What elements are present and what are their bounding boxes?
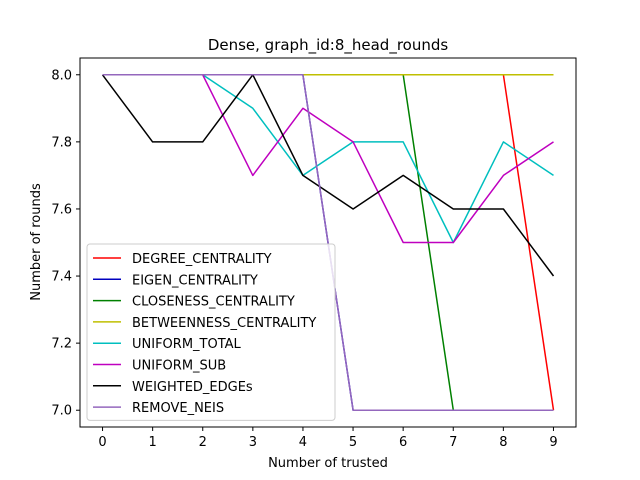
chart-title: Dense, graph_id:8_head_rounds: [208, 36, 449, 55]
x-tick-label: 3: [249, 435, 257, 450]
series-line-7: [102, 74, 554, 411]
plot-frame: [79, 57, 577, 428]
legend-label: WEIGHTED_EDGEs: [132, 380, 253, 395]
x-axis-label: Number of trusted: [268, 456, 388, 471]
x-tick-label: 7: [449, 435, 457, 450]
legend-label: CLOSENESS_CENTRALITY: [132, 295, 295, 310]
legend-label: BETWEENNESS_CENTRALITY: [132, 316, 316, 331]
x-tick-label: 5: [349, 435, 357, 450]
legend-box: [86, 243, 336, 421]
legend-label: DEGREE_CENTRALITY: [132, 252, 272, 267]
x-axis-ticks: 0 1 2 3 4 5 6 7 8 9: [98, 427, 558, 450]
legend: DEGREE_CENTRALITY EIGEN_CENTRALITY CLOSENE…: [86, 243, 336, 421]
y-tick-label: 8.0: [51, 68, 72, 83]
x-tick-label: 6: [399, 435, 407, 450]
y-tick-label: 7.8: [51, 135, 72, 150]
y-tick-label: 7.0: [51, 404, 72, 419]
y-axis-label: Number of rounds: [29, 183, 44, 301]
legend-label: REMOVE_NEIS: [132, 401, 224, 416]
x-tick-label: 2: [199, 435, 207, 450]
y-tick-label: 7.2: [51, 337, 72, 352]
x-tick-label: 8: [499, 435, 507, 450]
y-tick-label: 7.6: [51, 202, 72, 217]
legend-label: UNIFORM_SUB: [132, 359, 226, 374]
series-line-6: [101, 74, 555, 277]
series-layer: [101, 74, 555, 411]
legend-label: EIGEN_CENTRALITY: [132, 273, 258, 288]
legend-label: UNIFORM_TOTAL: [132, 337, 242, 352]
y-tick-label: 7.4: [51, 270, 72, 285]
y-axis-ticks: 7.0 7.2 7.4 7.6 7.8 8.0: [51, 68, 80, 419]
x-tick-label: 9: [549, 435, 557, 450]
x-tick-label: 0: [98, 435, 106, 450]
x-tick-label: 1: [149, 435, 157, 450]
x-tick-label: 4: [299, 435, 307, 450]
